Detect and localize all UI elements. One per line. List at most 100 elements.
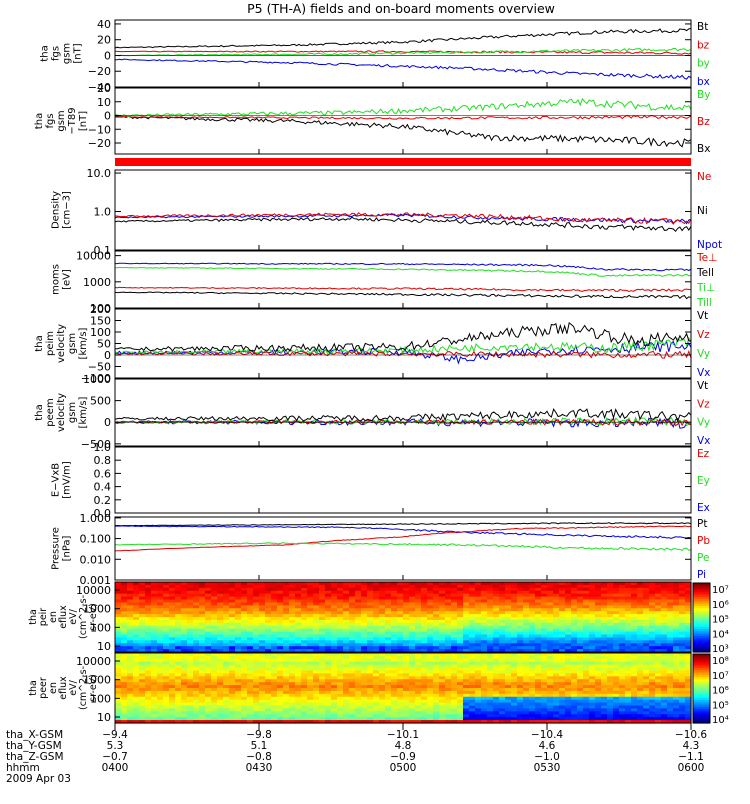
panel-1-legend-bz-label: bz xyxy=(697,39,710,51)
panel-4-series-black-line xyxy=(115,292,691,299)
panel-3-ytick-label: 10.0 xyxy=(87,167,112,180)
panel-4-ytick-label: 1000 xyxy=(83,276,111,289)
panel-8: 1.0000.1000.0100.001Pressure[nPa]PtPbPeP… xyxy=(51,512,711,587)
panel-7-ytick-label: 0.6 xyxy=(94,467,112,480)
panel-1-legend-bt-label: Bt xyxy=(697,21,708,33)
panel-6-ytick-label: 0 xyxy=(104,416,111,429)
panel-2-ytick-label: −10 xyxy=(88,123,111,136)
panel-8-legend-pb-label: Pb xyxy=(697,535,710,547)
panel-2-ytick-label: 10 xyxy=(97,96,111,109)
panel-6-ylabel-line: [km/s] xyxy=(78,396,89,428)
colorbar-1-tick-label: 10⁴ xyxy=(712,629,729,640)
panel-7-ylabel: E−VxB[mV/m] xyxy=(51,461,73,499)
panel-1-series-blue-line xyxy=(115,59,691,79)
panel-8-legend-pe-label: Pe xyxy=(697,552,709,564)
panel-8-ytick-label: 0.010 xyxy=(80,553,112,566)
panel-3-ylabel-line: [cm−3] xyxy=(62,191,73,229)
panel-2-ytick-label: 20 xyxy=(97,82,111,95)
panel-7-frame xyxy=(115,447,691,513)
panel-6-frame xyxy=(115,379,691,446)
panel-4-series-green-line xyxy=(115,267,691,276)
panel-4-legend-te-label: Te⊥ xyxy=(696,252,717,264)
panel-4-frame xyxy=(115,251,691,308)
panel-8-legend-pi-label: Pi xyxy=(697,569,706,581)
panel-1-ytick-label: −20 xyxy=(88,65,111,78)
colorbar-1-tick-label: 10⁷ xyxy=(712,585,729,596)
spectrogram-1-ylabel-line: sr-eV) xyxy=(88,603,99,631)
panel-3-legend-ne-label: Ne xyxy=(697,171,711,183)
colorbar-1-tick-label: 10³ xyxy=(712,644,729,655)
panel-7-legend-ey-label: Ey xyxy=(697,475,710,487)
panel-5-series-black-line xyxy=(115,323,691,351)
panel-1-ylabel-line: fgs xyxy=(51,46,62,61)
panel-3-ylabel: Density[cm−3] xyxy=(51,191,73,229)
panel-7-ylabel-line: [mV/m] xyxy=(62,461,73,499)
panel-3-frame xyxy=(115,170,691,250)
panel-4-ytick-label: 10000 xyxy=(76,250,111,263)
panel-1-ytick-label: 0 xyxy=(104,49,111,62)
panel-2-ylabel-line: −T89 xyxy=(67,107,78,134)
panel-8-series-black-line xyxy=(115,523,691,526)
spectrogram-2-ytick-label: 10 xyxy=(97,711,111,724)
panel-6-legend-vx-label: Vx xyxy=(697,435,710,447)
panel-6-ylabel-line: gsm xyxy=(67,402,78,423)
panel-1-legend-by-label: by xyxy=(697,58,710,70)
panel-2-ytick-label: −20 xyxy=(88,137,111,150)
ephemeris-row-label: 2009 Apr 03 xyxy=(6,773,71,785)
panel-6-legend-vt-label: Vt xyxy=(697,380,708,392)
panel-6-ylabel-line: peem xyxy=(45,398,56,426)
panel-2-ylabel-line: fgs xyxy=(45,113,56,128)
panel-2-ylabel-line: gsm xyxy=(56,110,67,131)
panel-8-ylabel-line: Pressure xyxy=(51,527,62,570)
panel-6-ylabel-line: tha xyxy=(34,404,45,420)
panel-3-legend-npot-label: Npot xyxy=(697,239,722,251)
colorbar-2-tick-label: 10⁷ xyxy=(712,671,729,682)
panel-4-legend-till-label: Till xyxy=(696,297,712,309)
panel-5-ylabel-line: [km/s] xyxy=(78,327,89,359)
panel-8-ytick-label: 1.000 xyxy=(80,512,112,525)
panel-1-ytick-label: 20 xyxy=(97,34,111,47)
panel-7-ytick-label: 0.4 xyxy=(94,481,112,494)
panel-3-ytick-label: 1.0 xyxy=(94,206,112,219)
panel-5-ylabel-line: peim xyxy=(45,331,56,356)
panel-3-legend-ni-label: Ni xyxy=(697,205,708,217)
panel-4-legend-ti-label: Ti⊥ xyxy=(696,282,715,294)
colorbar-2-tick-label: 10⁵ xyxy=(712,700,729,711)
panel-1-ytick-label: 40 xyxy=(97,18,111,31)
panel-6-ytick-label: 500 xyxy=(90,395,111,408)
panel-5-legend-vx-label: Vx xyxy=(697,367,710,379)
colorbar-1-tick-label: 10⁶ xyxy=(712,600,729,611)
panel-1-ylabel-line: [nT] xyxy=(73,43,84,63)
panel-7-legend-ex-label: Ex xyxy=(697,502,710,514)
panel-8-series-green-line xyxy=(115,543,691,551)
panel-1-legend-bx-label: bx xyxy=(697,76,710,88)
panel-2-series-black-line xyxy=(115,116,691,147)
colorbar-1-tick-label: 10⁵ xyxy=(712,615,729,626)
panel-7-ytick-label: 0.8 xyxy=(94,454,112,467)
panel-2-legend-bx-label: Bx xyxy=(697,143,710,155)
panel-7-ytick-label: 0.2 xyxy=(94,494,112,507)
panel-6-ytick-label: 1000 xyxy=(83,373,111,386)
panel-2-ytick-label: 0 xyxy=(104,110,111,123)
panel-1-ylabel-line: tha xyxy=(40,45,51,61)
panel-1-ylabel-line: gsm xyxy=(62,43,73,64)
panel-2-ylabel-line: tha xyxy=(34,113,45,129)
panel-7-ytick-label: 1.0 xyxy=(94,441,112,454)
panel-4-legend-tell-label: Tell xyxy=(696,267,714,279)
panel-8-ytick-label: 0.100 xyxy=(80,533,112,546)
panel-2-legend-by-label: By xyxy=(697,89,710,101)
panel-2-frame xyxy=(115,88,691,154)
panel-7-legend-ez-label: Ez xyxy=(697,448,710,460)
panel-5-ylabel-line: velocity xyxy=(56,324,67,363)
